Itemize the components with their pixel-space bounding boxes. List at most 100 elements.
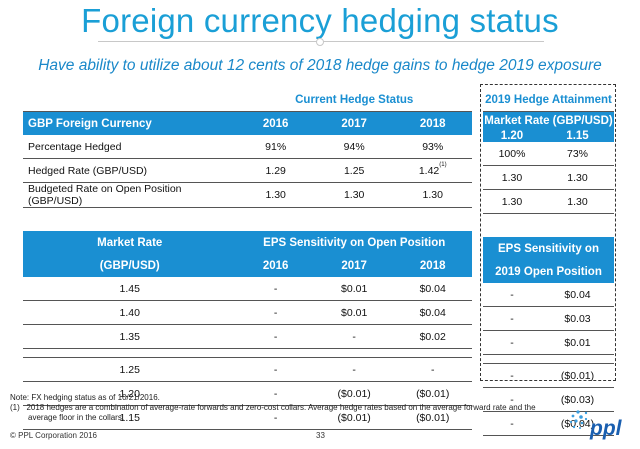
copyright: © PPL Corporation 2016: [10, 431, 97, 440]
column-header: 2016: [236, 254, 315, 277]
table-row: Percentage Hedged 91% 94% 93%: [23, 135, 472, 159]
market-rate-unit-header: (GBP/USD): [23, 254, 237, 277]
table-cell: 1.30: [393, 182, 472, 208]
table-row: 2019 Hedge Attainment: [483, 88, 614, 112]
table-cell: 1.30: [314, 182, 394, 208]
hedge-table: Current Hedge Status GBP Foreign Currenc…: [23, 88, 472, 430]
sensitivity-subheader-row: (GBP/USD) 2016 2017 2018: [23, 254, 472, 277]
table-cell: 73%: [541, 142, 614, 166]
attainment-table: 2019 Hedge Attainment Market Rate (GBP/U…: [483, 88, 614, 436]
table-cell: ($0.01): [393, 405, 472, 430]
table-cell: 100%: [483, 142, 541, 166]
table-cell: 1.30: [236, 182, 315, 208]
table-row: 1.35 - - $0.02: [23, 324, 472, 349]
table-cell: -: [483, 330, 541, 355]
rate-cell: 1.25: [23, 357, 237, 382]
table-cell: 1.30: [541, 165, 614, 190]
table-row: - $0.01: [483, 330, 614, 355]
table-cell: 1.30: [483, 189, 541, 214]
table-cell: 1.30: [483, 165, 541, 190]
attainment-columns-row: 1.20 1.15: [483, 130, 614, 142]
column-header: 2017: [314, 111, 394, 135]
column-header: 2017: [314, 254, 394, 277]
current-hedge-status-header: Current Hedge Status: [236, 88, 472, 112]
eps-sensitivity-2019-header: EPS Sensitivity on: [483, 237, 614, 260]
sensitivity-2019-subheader-row: 2019 Open Position: [483, 260, 614, 283]
column-header: 1.20: [483, 130, 541, 142]
table-cell: 1.42(1): [393, 158, 472, 183]
column-header: 2016: [236, 111, 315, 135]
table-cell: -: [236, 300, 315, 325]
column-header: 2018: [393, 254, 472, 277]
table-cell: -: [314, 324, 394, 349]
table-row: 1.30 1.30: [483, 165, 614, 190]
page-number: 33: [316, 431, 325, 440]
table-cell: 93%: [393, 135, 472, 159]
table-cell: -: [483, 306, 541, 331]
table-row: 1.20 - ($0.01) ($0.01): [23, 381, 472, 406]
table-row: 100% 73%: [483, 142, 614, 166]
table-cell: $0.01: [314, 300, 394, 325]
table-row: Hedged Rate (GBP/USD) 1.29 1.25 1.42(1): [23, 158, 472, 183]
footnote-marker: (1): [439, 161, 447, 168]
table-cell: -: [483, 411, 541, 436]
table-row: 1.25 - - -: [23, 357, 472, 382]
table-cell: -: [314, 357, 394, 382]
title-divider-dot: [316, 38, 324, 46]
row-label: Percentage Hedged: [23, 135, 237, 159]
table-cell: 94%: [314, 135, 394, 159]
table-cell: $0.02: [393, 324, 472, 349]
table-cell: $0.04: [393, 277, 472, 301]
table-cell: -: [236, 277, 315, 301]
table-cell: ($0.04): [541, 411, 614, 436]
table-row: 1.30 1.30: [483, 189, 614, 214]
table-cell: -: [483, 363, 541, 388]
table-cell: ($0.01): [314, 405, 394, 430]
table-cell: $0.01: [541, 330, 614, 355]
row-label: Hedged Rate (GBP/USD): [23, 158, 237, 183]
ppl-logo-text: ppl: [590, 417, 622, 440]
table-row: 1.15 - ($0.01) ($0.01): [23, 405, 472, 430]
market-rate-subheader: Market Rate (GBP/USD): [483, 111, 614, 130]
table-cell: 1.25: [314, 158, 394, 183]
cell-value: 1.42: [418, 164, 440, 177]
table-row: - ($0.04): [483, 411, 614, 436]
table-cell: $0.03: [541, 306, 614, 331]
open-position-2019-header: 2019 Open Position: [483, 260, 614, 283]
sensitivity-header-row: Market Rate EPS Sensitivity on Open Posi…: [23, 231, 472, 254]
hedge-attainment-header: 2019 Hedge Attainment: [483, 88, 614, 112]
table-row: - $0.04: [483, 283, 614, 307]
column-header: 1.15: [541, 130, 614, 142]
rate-cell: 1.20: [23, 381, 237, 406]
row-label: Budgeted Rate on Open Position (GBP/USD): [23, 182, 237, 208]
table-cell: ($0.01): [314, 381, 394, 406]
slide-title: Foreign currency hedging status: [81, 2, 559, 39]
attainment-header-row: Market Rate (GBP/USD): [483, 111, 614, 130]
table-row: 1.45 - $0.01 $0.04: [23, 277, 472, 301]
table-row: - $0.03: [483, 306, 614, 331]
table-cell: ($0.01): [541, 363, 614, 388]
table-cell: -: [236, 381, 315, 406]
table-cell: -: [393, 357, 472, 382]
eps-sensitivity-header: EPS Sensitivity on Open Position: [236, 231, 472, 254]
rate-cell: 1.15: [23, 405, 237, 430]
sensitivity-2019-header-row: EPS Sensitivity on: [483, 237, 614, 260]
table-cell: ($0.03): [541, 387, 614, 412]
market-rate-header: Market Rate: [23, 231, 237, 254]
column-header: 2018: [393, 111, 472, 135]
ppl-logo-icon: [569, 410, 588, 429]
table-row: Budgeted Rate on Open Position (GBP/USD)…: [23, 182, 472, 208]
footnote-text-line1: 2018 hedges are a combination of average…: [26, 403, 536, 412]
table-cell: -: [236, 357, 315, 382]
slide-subtitle: Have ability to utilize about 12 cents o…: [38, 57, 602, 74]
table-cell: $0.01: [314, 277, 394, 301]
table-cell: -: [483, 387, 541, 412]
column-header: GBP Foreign Currency: [23, 111, 237, 135]
table-cell: 91%: [236, 135, 315, 159]
table-cell: -: [483, 283, 541, 307]
footnote-number: (1): [10, 403, 20, 412]
as-of-note: Note: FX hedging status as of 10/21/2016…: [10, 393, 160, 402]
footnote: (1) 2018 hedges are a combination of ave…: [10, 403, 536, 414]
table-row: - ($0.03): [483, 387, 614, 412]
rate-cell: 1.35: [23, 324, 237, 349]
